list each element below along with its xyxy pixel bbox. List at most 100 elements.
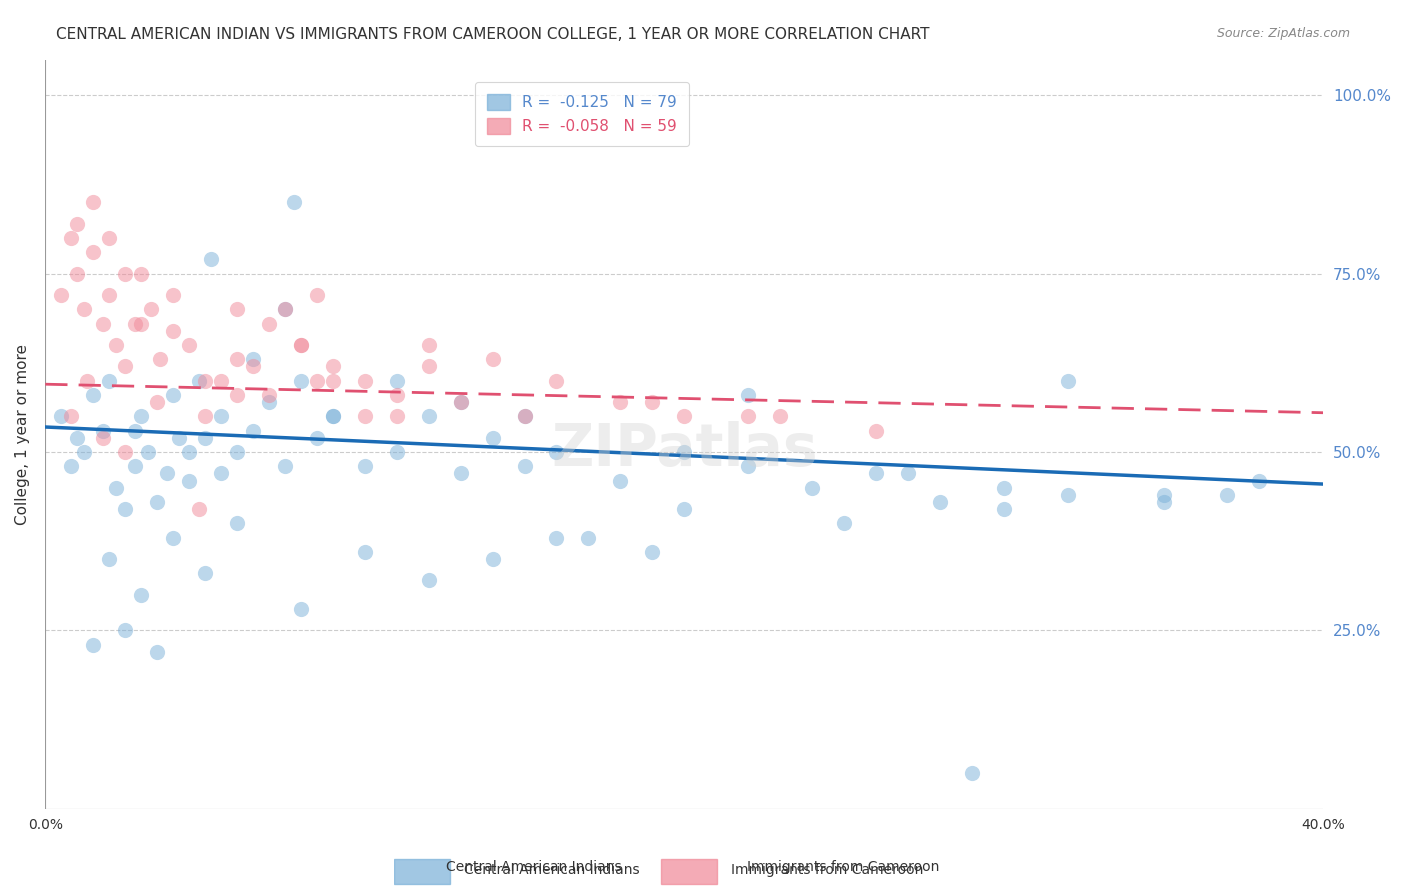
Point [194, 566, 217, 581]
Point [72, 302, 94, 317]
Point [578, 531, 600, 545]
Point [257, 388, 280, 402]
Point [98, 231, 121, 245]
Point [481, 431, 503, 445]
Point [290, 374, 312, 388]
Point [162, 388, 184, 402]
Point [1249, 474, 1271, 488]
Point [546, 531, 568, 545]
Point [114, 359, 136, 374]
Point [353, 374, 375, 388]
Point [194, 374, 217, 388]
Point [91, 431, 114, 445]
Point [82, 195, 104, 210]
Point [322, 374, 344, 388]
Point [91, 424, 114, 438]
Point [82, 638, 104, 652]
Point [960, 766, 983, 780]
Point [385, 409, 408, 424]
Point [481, 552, 503, 566]
Point [305, 374, 328, 388]
Point [928, 495, 950, 509]
Point [177, 445, 200, 459]
Point [257, 317, 280, 331]
Point [129, 267, 152, 281]
Point [993, 502, 1015, 516]
Point [187, 502, 209, 516]
Point [98, 552, 121, 566]
Point [226, 352, 249, 367]
Point [76, 374, 98, 388]
Point [162, 288, 184, 302]
Point [865, 424, 887, 438]
Point [114, 445, 136, 459]
Point [274, 302, 297, 317]
Point [305, 288, 328, 302]
Point [51, 409, 73, 424]
Point [290, 338, 312, 352]
Point [1056, 374, 1078, 388]
Point [124, 317, 146, 331]
Point [146, 495, 169, 509]
Point [290, 602, 312, 616]
Point [177, 338, 200, 352]
Point [82, 245, 104, 260]
Point [322, 409, 344, 424]
FancyBboxPatch shape [661, 859, 717, 884]
Point [673, 445, 696, 459]
Point [139, 302, 162, 317]
Point [162, 531, 184, 545]
Point [353, 545, 375, 559]
Point [82, 388, 104, 402]
Point [897, 467, 920, 481]
Point [322, 359, 344, 374]
Point [546, 445, 568, 459]
Point [104, 481, 127, 495]
Point [283, 195, 305, 210]
Point [200, 252, 222, 267]
Text: Source: ZipAtlas.com: Source: ZipAtlas.com [1216, 27, 1350, 40]
Point [59, 459, 82, 474]
Point [609, 395, 631, 409]
Point [66, 267, 89, 281]
Point [673, 502, 696, 516]
Text: Immigrants from Cameroon: Immigrants from Cameroon [748, 860, 939, 874]
Point [209, 467, 232, 481]
Point [226, 516, 249, 531]
Point [98, 374, 121, 388]
Point [66, 217, 89, 231]
Point [194, 409, 217, 424]
Point [274, 302, 297, 317]
Point [226, 302, 249, 317]
Point [450, 395, 472, 409]
Point [257, 395, 280, 409]
Point [418, 359, 440, 374]
Point [737, 388, 759, 402]
Point [226, 445, 249, 459]
Point [290, 338, 312, 352]
Point [187, 374, 209, 388]
Point [169, 431, 191, 445]
Point [418, 574, 440, 588]
Point [737, 409, 759, 424]
Point [209, 374, 232, 388]
Point [641, 545, 664, 559]
Point [209, 409, 232, 424]
Point [513, 409, 536, 424]
Point [162, 324, 184, 338]
Point [1216, 488, 1239, 502]
Point [385, 388, 408, 402]
Point [129, 588, 152, 602]
Point [641, 395, 664, 409]
Point [769, 409, 792, 424]
Point [72, 445, 94, 459]
Point [59, 231, 82, 245]
Point [156, 467, 179, 481]
Point [146, 645, 169, 659]
Text: Immigrants from Cameroon: Immigrants from Cameroon [731, 863, 924, 877]
Point [513, 409, 536, 424]
Point [609, 474, 631, 488]
Point [98, 288, 121, 302]
Point [353, 459, 375, 474]
Point [242, 352, 264, 367]
